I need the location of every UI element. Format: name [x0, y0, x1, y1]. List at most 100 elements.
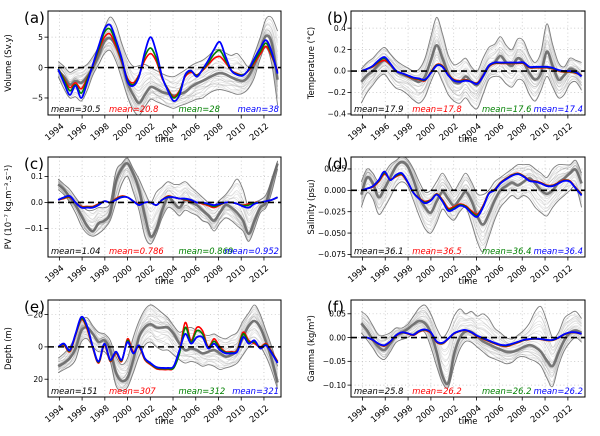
x-tick-label: 2012 — [248, 264, 271, 286]
x-axis-label: time — [459, 134, 478, 144]
ensemble-member-line — [361, 35, 582, 83]
ensemble-member-line — [57, 35, 278, 106]
blue-mean-line — [361, 56, 583, 85]
ensemble-member-line — [361, 311, 582, 356]
panel-a: 1994 1996 1998 2000 2002 2004 2006 2008 2010 2012… — [0, 0, 300, 145]
ensemble-member-line — [361, 28, 582, 77]
ensemble-member-line — [360, 169, 582, 237]
ensemble-member-line — [57, 334, 278, 389]
x-tick-label: 2002 — [438, 404, 461, 426]
y-tick-label: 0.0 — [334, 67, 346, 76]
y-tick-label: 0.2 — [334, 45, 346, 54]
x-axis-label: time — [155, 416, 174, 426]
y-tick-label: −0.2 — [328, 88, 347, 97]
ensemble-member-line — [361, 22, 582, 74]
blue-mean-line — [57, 315, 279, 369]
ensemble-member-line — [360, 160, 582, 208]
y-tick-label: 0 — [38, 63, 43, 72]
ensemble-member-line — [58, 312, 278, 376]
mean-label-green: mean=26.2 — [482, 386, 531, 396]
ensemble-member-line — [57, 161, 278, 231]
x-tick-label: 2012 — [248, 122, 271, 144]
ensemble-member-line — [361, 24, 582, 76]
panel-label: (d) — [327, 155, 348, 173]
x-tick-label: 2006 — [483, 264, 506, 286]
mean-label-red: mean=0.786 — [109, 246, 164, 256]
ensemble-member-line — [360, 165, 582, 233]
x-axis-label: time — [459, 276, 478, 286]
x-tick-label: 1998 — [89, 264, 112, 286]
ensemble-member-line — [57, 41, 278, 112]
y-tick-label: −0.025 — [318, 207, 346, 216]
ensemble-member-line — [58, 311, 278, 374]
mean-label-red: mean=36.5 — [412, 246, 461, 256]
plot-area — [360, 16, 583, 110]
x-axis-label: time — [155, 134, 174, 144]
ensemble-member-line — [57, 22, 278, 84]
ensemble-member-line — [360, 54, 582, 95]
ensemble-member-line — [57, 160, 278, 222]
ensemble-member-line — [361, 30, 582, 79]
panel-label: (b) — [327, 9, 348, 27]
axes-spines — [350, 299, 586, 398]
x-tick-label: 1998 — [392, 264, 415, 286]
x-tick-label: 1994 — [346, 264, 369, 286]
panel-label: (e) — [24, 298, 45, 316]
envelope-upper-line — [361, 304, 582, 340]
panel-label: (f) — [327, 298, 344, 316]
x-tick-label: 2008 — [202, 122, 225, 144]
panel-e-chart: 1994 1996 1998 2000 2002 2004 2006 2008 2010 2012… — [3, 298, 282, 426]
x-tick-label: 1994 — [346, 404, 369, 426]
y-axis-label: Volume (Sv.y) — [3, 34, 13, 92]
x-tick-label: 2010 — [529, 122, 552, 144]
ensemble-member-line — [57, 307, 278, 370]
axes-spines — [47, 10, 282, 116]
axes-spines — [47, 156, 282, 258]
axes-spines — [47, 299, 282, 398]
y-tick-label: 0.4 — [334, 24, 346, 33]
x-tick-label: 1996 — [66, 404, 89, 426]
x-tick-label: 2010 — [529, 264, 552, 286]
mean-label-red: mean=307 — [109, 386, 156, 396]
y-tick-label: −0.050 — [318, 229, 346, 238]
ensemble-member-line — [360, 157, 582, 204]
x-tick-label: 1998 — [89, 404, 112, 426]
ensemble-member-line — [57, 165, 278, 242]
ensemble-member-line — [57, 158, 278, 220]
x-tick-label: 1994 — [43, 264, 66, 286]
x-tick-label: 2002 — [134, 122, 157, 144]
axes-spines — [350, 156, 586, 258]
x-axis-label: time — [155, 276, 174, 286]
x-tick-label: 2008 — [202, 404, 225, 426]
ensemble-mean-line — [57, 34, 279, 105]
mean-label-red: mean=17.8 — [412, 104, 461, 114]
ensemble-member-line — [57, 168, 278, 244]
x-tick-label: 1996 — [66, 122, 89, 144]
panel-f: 1994 1996 1998 2000 2002 2004 2006 2008 2010 2012… — [300, 290, 600, 436]
plot-area — [57, 15, 279, 115]
x-tick-label: 2000 — [112, 122, 135, 144]
ensemble-member-line — [57, 41, 278, 110]
x-tick-label: 2010 — [225, 122, 248, 144]
ensemble-member-line — [57, 328, 278, 388]
panel-f-chart: 1994 1996 1998 2000 2002 2004 2006 2008 2010 2012… — [306, 298, 586, 426]
ensemble-member-line — [361, 315, 582, 367]
ensemble-member-line — [57, 157, 278, 214]
ensemble-member-line — [361, 321, 582, 386]
mean-label-green: mean=17.6 — [482, 104, 531, 114]
mean-label-blue: mean=17.4 — [534, 104, 583, 114]
mean-label-blue: mean=0.952 — [224, 246, 279, 256]
ensemble-member-line — [57, 308, 278, 370]
panel-a-chart: 1994 1996 1998 2000 2002 2004 2006 2008 2010 2012… — [3, 9, 282, 144]
x-tick-label: 2010 — [225, 264, 248, 286]
panel-b-chart: 1994 1996 1998 2000 2002 2004 2006 2008 2010 2012… — [306, 9, 586, 144]
ensemble-member-line — [360, 67, 582, 109]
blue-mean-line — [361, 328, 582, 347]
envelope-upper-line — [57, 15, 279, 78]
ensemble-member-line — [360, 59, 582, 100]
x-tick-label: 1996 — [369, 404, 392, 426]
x-tick-label: 1996 — [66, 264, 89, 286]
y-tick-label: −20 — [27, 310, 43, 319]
y-tick-label: 0.025 — [324, 165, 346, 174]
